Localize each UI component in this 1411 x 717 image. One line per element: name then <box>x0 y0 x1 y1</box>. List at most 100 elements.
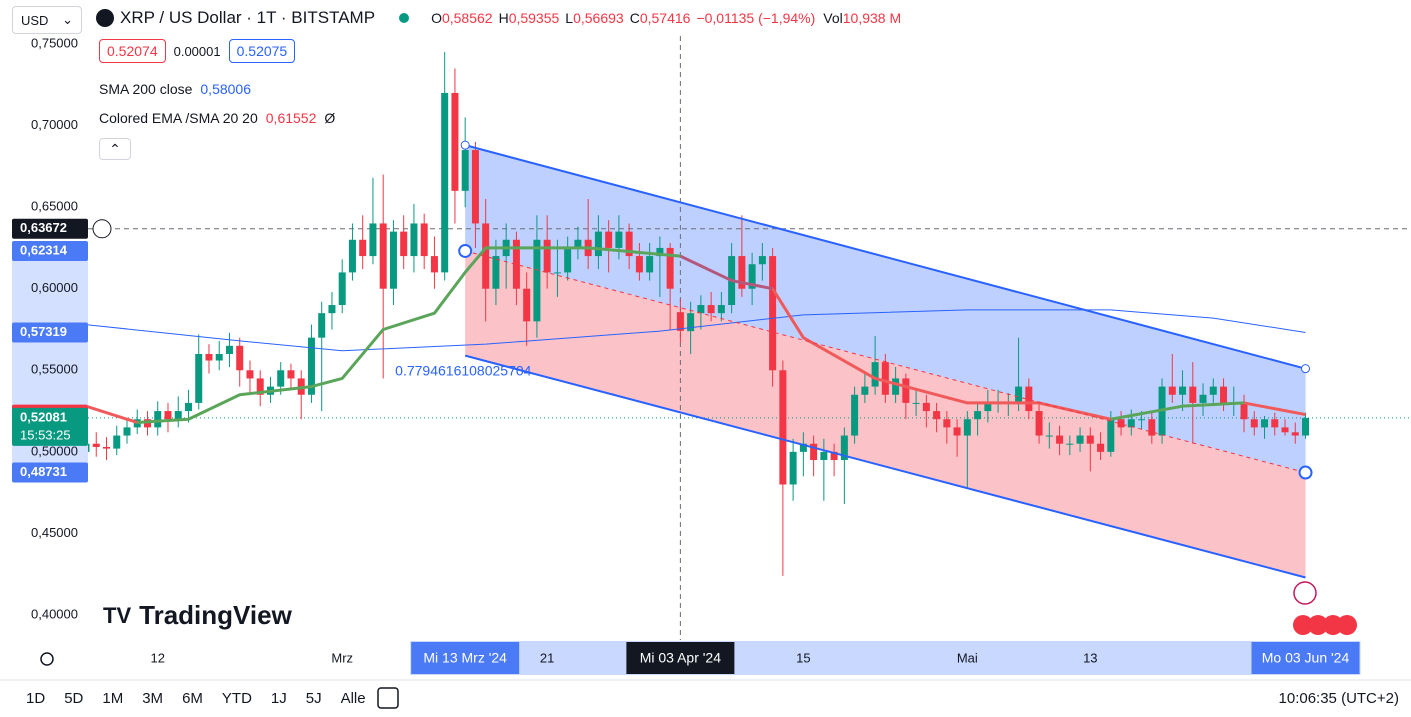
add-button <box>92 219 112 239</box>
candle-body <box>943 419 951 428</box>
candle-body <box>758 256 766 265</box>
candle-body <box>318 313 326 338</box>
candle-body <box>974 411 982 420</box>
price-tag-label: 0,52081 <box>20 409 67 424</box>
candle-body <box>523 288 531 322</box>
candle-body <box>1117 419 1125 428</box>
candle-body <box>635 256 643 273</box>
settings-icon[interactable] <box>40 652 54 666</box>
range-button[interactable]: 5D <box>64 690 84 707</box>
candle-body <box>605 231 613 248</box>
range-button[interactable]: 1D <box>26 690 46 707</box>
currency: USD <box>21 12 49 28</box>
indicator-extra: Ø <box>324 110 336 126</box>
collapse-button[interactable]: ⌃ <box>99 138 131 160</box>
channel-label: 0.7794616108025704 <box>395 362 531 378</box>
candle-body <box>1086 435 1094 444</box>
price-tag <box>12 407 88 446</box>
indicator-name: SMA 200 close <box>99 81 193 97</box>
candle-body <box>215 353 223 361</box>
indicator-value: 0,61552 <box>265 110 317 126</box>
range-button[interactable]: YTD <box>221 690 252 707</box>
candle-body <box>543 239 551 273</box>
x-marker-label: Mi 13 Mrz '24 <box>423 650 507 666</box>
channel-lower <box>464 354 1306 579</box>
candle-body <box>492 256 500 289</box>
candle-body <box>471 150 479 224</box>
candle-body <box>1220 386 1228 403</box>
price-tag <box>12 218 88 239</box>
y-tick-label: 0,70000 <box>31 117 78 132</box>
candle-body <box>102 446 110 449</box>
range-button[interactable]: 1J <box>270 690 287 707</box>
market-status <box>399 13 410 23</box>
candle-body <box>1138 419 1146 421</box>
bid[interactable]: 0.52074 <box>99 39 166 63</box>
candle-body <box>1097 443 1105 452</box>
y-tick-label: 0,60000 <box>31 280 78 295</box>
candle-body <box>307 337 315 395</box>
candle-body <box>1261 419 1269 428</box>
candle-body <box>328 305 336 314</box>
alert-icon[interactable] <box>1293 581 1317 605</box>
x-tick-label: 15 <box>796 650 810 665</box>
price-tag-timer: 15:53:25 <box>20 427 71 442</box>
candle-body <box>1015 386 1023 403</box>
x-marker-label: Mo 03 Jun '24 <box>1262 650 1350 666</box>
y-tick-label: 0,75000 <box>31 35 78 50</box>
range-button[interactable]: 1M <box>102 690 124 707</box>
x-marker-label: Mi 03 Apr '24 <box>640 650 721 666</box>
candle-body <box>256 378 264 395</box>
x-marker <box>626 642 735 674</box>
ema-line <box>771 287 1112 421</box>
plot-area: 0.7794616108025704 <box>88 36 1411 640</box>
candle-body <box>400 231 408 257</box>
candle-body <box>574 239 582 248</box>
candle-body <box>369 223 377 257</box>
candle-body <box>133 419 141 428</box>
channel-upper <box>464 144 1306 370</box>
ohlc-value: 0,59355 <box>508 10 560 26</box>
candle-body <box>717 305 725 314</box>
range-button[interactable]: Alle <box>340 690 366 707</box>
ask[interactable]: 0.52075 <box>228 39 296 63</box>
range-button[interactable]: 6M <box>182 690 203 707</box>
currency-select[interactable]: USD ⌄ <box>12 6 82 34</box>
candle-body <box>799 443 807 452</box>
range-button[interactable]: 5J <box>305 690 322 707</box>
ohlc-value: 0,57416 <box>639 10 691 26</box>
candle-body <box>1107 419 1115 452</box>
candle-body <box>348 239 356 273</box>
candle-body <box>430 256 438 273</box>
date-range-icon[interactable] <box>377 687 399 709</box>
vol-value: 10,938 M <box>842 10 902 26</box>
x-tick-label: Mai <box>957 650 978 665</box>
candle-body <box>113 435 121 449</box>
candle-body <box>359 239 367 257</box>
candle-body <box>174 411 182 420</box>
candle-body <box>236 345 244 371</box>
range-button[interactable]: 3M <box>142 690 164 707</box>
candle-body <box>820 451 828 461</box>
candle-body <box>287 370 295 379</box>
candle-body <box>902 378 910 403</box>
candle-body <box>553 272 561 274</box>
candle-body <box>707 305 715 314</box>
change: −0,01135 (−1,94%) <box>696 10 816 26</box>
quote: 0.52074 0.00001 0.52075 <box>99 39 296 63</box>
ohlc-key: L <box>565 10 574 26</box>
ema-line <box>88 405 138 424</box>
candle-body <box>1066 443 1074 445</box>
candle-body <box>512 239 520 289</box>
indicator-value: 0,58006 <box>200 81 251 97</box>
sma-line <box>88 309 1306 352</box>
symbol-icon <box>96 9 114 27</box>
candle-body <box>1302 417 1310 436</box>
candle-body <box>92 443 100 447</box>
candle-body <box>1076 435 1084 444</box>
candle-body <box>1056 435 1064 444</box>
channel-lower-fill <box>465 250 1306 578</box>
event-flags[interactable] <box>1293 615 1357 635</box>
candle-body <box>389 231 397 289</box>
